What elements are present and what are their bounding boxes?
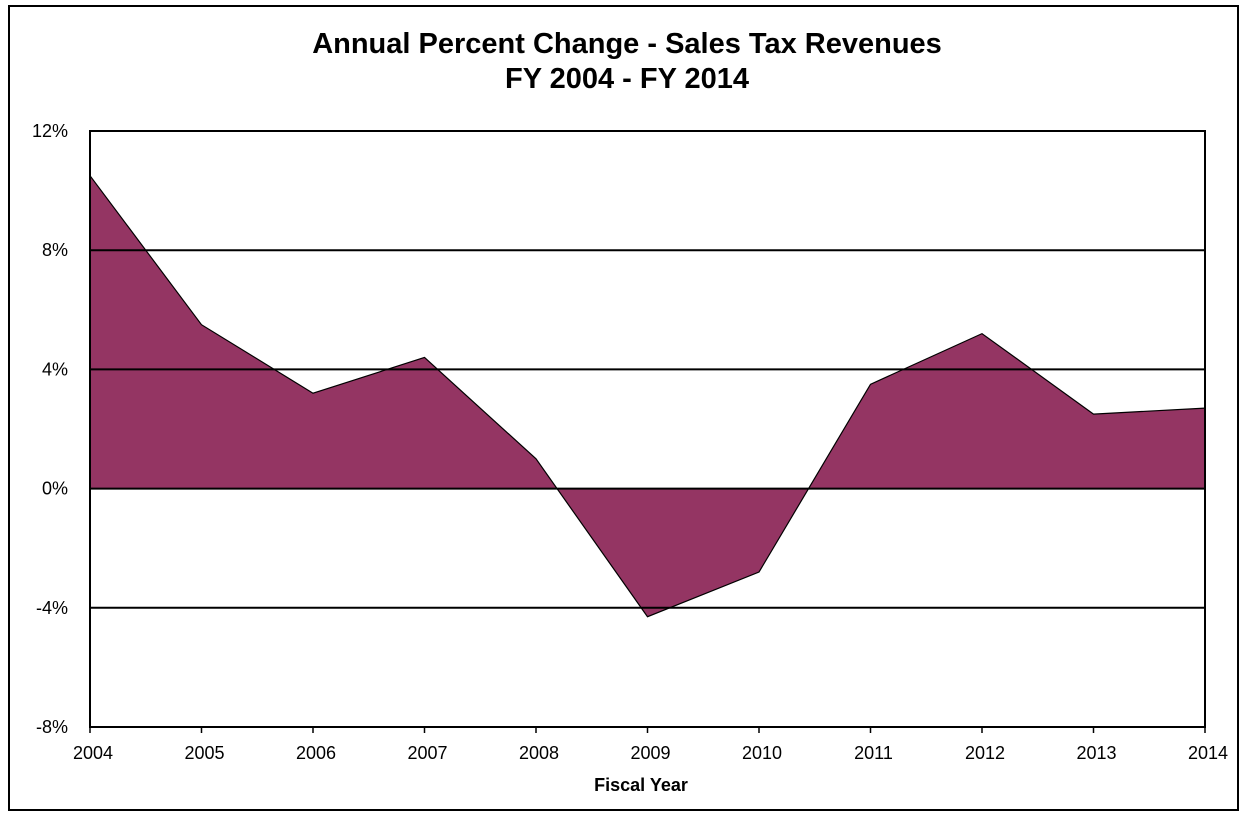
x-tick-label: 2005 (184, 743, 224, 763)
y-tick-label: 8% (42, 240, 68, 260)
x-tick-label: 2008 (519, 743, 559, 763)
x-tick-label: 2010 (742, 743, 782, 763)
area-series-fill (90, 175, 1205, 617)
x-tick-label: 2013 (1076, 743, 1116, 763)
x-tick-label: 2012 (965, 743, 1005, 763)
x-tick-label: 2014 (1188, 743, 1228, 763)
y-tick-label: 0% (42, 479, 68, 499)
y-tick-label: 4% (42, 359, 68, 379)
y-tick-label: 12% (32, 121, 68, 141)
x-tick-label: 2009 (630, 743, 670, 763)
chart-subtitle: FY 2004 - FY 2014 (505, 63, 749, 95)
x-axis-title: Fiscal Year (594, 775, 688, 795)
x-tick-label: 2007 (407, 743, 447, 763)
chart-title: Annual Percent Change - Sales Tax Revenu… (312, 28, 942, 60)
x-tick-label: 2011 (854, 743, 893, 763)
x-tick-label: 2004 (73, 743, 113, 763)
y-tick-label: -4% (36, 598, 68, 618)
y-tick-label: -8% (36, 717, 68, 737)
x-tick-label: 2006 (296, 743, 336, 763)
plot-area: -8% -4% 0% 4% 8% 12% 2004 2005 2006 2007 2008 2009 2… (32, 121, 1228, 763)
area-series-outline (89, 175, 1206, 618)
